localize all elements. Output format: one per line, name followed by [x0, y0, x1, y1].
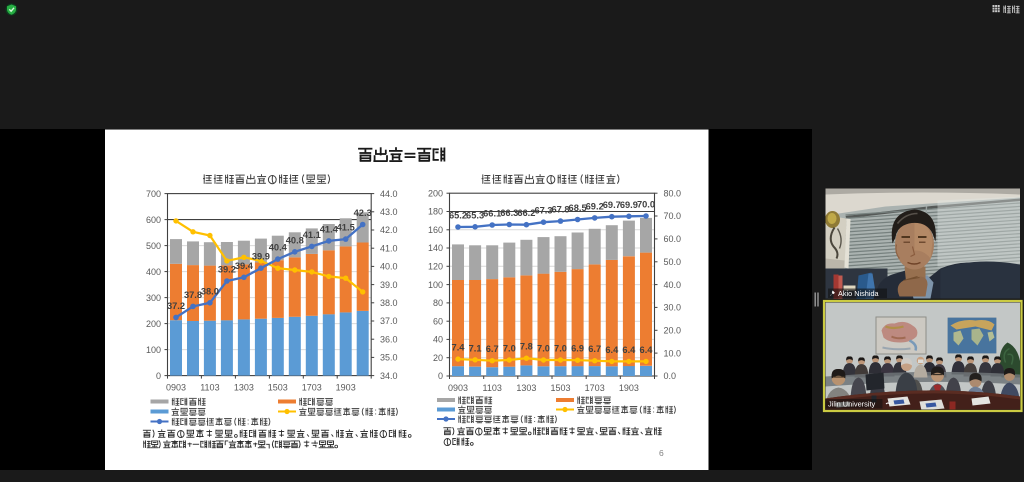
svg-text:6.4: 6.4	[640, 345, 654, 355]
svg-text:41.4: 41.4	[320, 224, 339, 234]
svg-text:37.8: 37.8	[184, 290, 202, 300]
svg-text:1103: 1103	[483, 383, 502, 393]
svg-text:140: 140	[428, 243, 443, 253]
svg-text:6.4: 6.4	[622, 345, 636, 355]
svg-text:40.4: 40.4	[269, 243, 288, 253]
svg-text:60: 60	[433, 316, 443, 326]
svg-text:200: 200	[146, 319, 161, 329]
svg-text:500: 500	[146, 241, 161, 251]
svg-text:40.0: 40.0	[664, 280, 682, 290]
svg-text:7.0: 7.0	[537, 344, 550, 354]
svg-text:34.0: 34.0	[380, 371, 398, 381]
svg-text:68.5: 68.5	[569, 203, 587, 213]
svg-text:0903: 0903	[448, 383, 468, 393]
svg-text:1303: 1303	[516, 383, 536, 393]
svg-text:80: 80	[433, 298, 443, 308]
svg-text:Akio Nishida: Akio Nishida	[838, 289, 879, 298]
svg-text:43.0: 43.0	[380, 207, 398, 217]
svg-text:300: 300	[146, 293, 161, 303]
svg-text:180: 180	[428, 207, 443, 217]
svg-text:1703: 1703	[302, 383, 322, 393]
svg-text:70.0: 70.0	[637, 200, 655, 210]
svg-text:6.7: 6.7	[486, 344, 499, 354]
svg-text:41.1: 41.1	[303, 230, 321, 240]
svg-text:70.0: 70.0	[664, 211, 682, 221]
svg-text:6.7: 6.7	[588, 344, 601, 354]
svg-text:100: 100	[146, 345, 161, 355]
svg-text:1903: 1903	[336, 383, 356, 393]
svg-text:7.0: 7.0	[554, 344, 567, 354]
svg-text:39.4: 39.4	[235, 261, 254, 271]
svg-text:65.3: 65.3	[466, 210, 484, 220]
svg-text:7.0: 7.0	[503, 344, 516, 354]
svg-text:7.1: 7.1	[469, 343, 482, 353]
svg-text:100: 100	[428, 280, 443, 290]
svg-text:80.0: 80.0	[664, 188, 682, 198]
svg-text:0: 0	[156, 371, 161, 381]
svg-text:37.0: 37.0	[380, 316, 398, 326]
svg-text:7.4: 7.4	[452, 343, 466, 353]
svg-text:35.0: 35.0	[380, 353, 398, 363]
svg-text:6: 6	[659, 448, 664, 458]
svg-text:160: 160	[428, 225, 443, 235]
svg-text:69.7: 69.7	[603, 200, 621, 210]
svg-text:39.0: 39.0	[380, 280, 398, 290]
svg-text:0.0: 0.0	[664, 371, 677, 381]
svg-text:1303: 1303	[234, 383, 254, 393]
svg-text:1703: 1703	[585, 383, 605, 393]
svg-text:200: 200	[428, 188, 443, 198]
svg-text:40: 40	[433, 335, 443, 345]
svg-text:6.9: 6.9	[571, 344, 584, 354]
svg-text:38.0: 38.0	[380, 298, 398, 308]
svg-text:67.8: 67.8	[551, 205, 569, 215]
svg-text:1503: 1503	[268, 383, 288, 393]
svg-text:65.2: 65.2	[449, 211, 467, 221]
svg-text:38.0: 38.0	[201, 286, 219, 296]
svg-text:39.9: 39.9	[252, 252, 270, 262]
svg-text:0903: 0903	[166, 383, 186, 393]
svg-text:1903: 1903	[619, 383, 639, 393]
svg-text:37.2: 37.2	[167, 301, 185, 311]
svg-text:41.5: 41.5	[337, 223, 355, 233]
svg-text:67.3: 67.3	[534, 206, 552, 216]
svg-text:42.3: 42.3	[354, 208, 372, 218]
svg-text:50.0: 50.0	[664, 257, 682, 267]
svg-text:66.2: 66.2	[517, 208, 535, 218]
svg-text:44.0: 44.0	[380, 189, 398, 199]
svg-text:66.1: 66.1	[483, 209, 501, 219]
svg-text:20: 20	[433, 353, 443, 363]
svg-text:10.0: 10.0	[664, 348, 682, 358]
svg-text:66.3: 66.3	[500, 208, 518, 218]
svg-text:6.4: 6.4	[605, 345, 619, 355]
svg-text:400: 400	[146, 267, 161, 277]
svg-text:69.9: 69.9	[620, 200, 638, 210]
svg-text:40.8: 40.8	[286, 235, 304, 245]
svg-text:30.0: 30.0	[664, 303, 682, 313]
svg-text:600: 600	[146, 215, 161, 225]
svg-text:120: 120	[428, 262, 443, 272]
svg-text:41.0: 41.0	[380, 243, 398, 253]
svg-text:42.0: 42.0	[380, 225, 398, 235]
svg-text:700: 700	[146, 189, 161, 199]
svg-text:69.2: 69.2	[586, 201, 604, 211]
svg-text:0: 0	[438, 371, 443, 381]
svg-text:1503: 1503	[550, 383, 570, 393]
svg-text:39.2: 39.2	[218, 265, 236, 275]
svg-text:60.0: 60.0	[664, 234, 682, 244]
svg-text:1103: 1103	[200, 383, 219, 393]
svg-text:40.0: 40.0	[380, 262, 398, 272]
svg-text:20.0: 20.0	[664, 326, 682, 336]
svg-text:7.8: 7.8	[520, 342, 533, 352]
svg-text:36.0: 36.0	[380, 334, 398, 344]
svg-text:Jilin University: Jilin University	[828, 400, 876, 409]
